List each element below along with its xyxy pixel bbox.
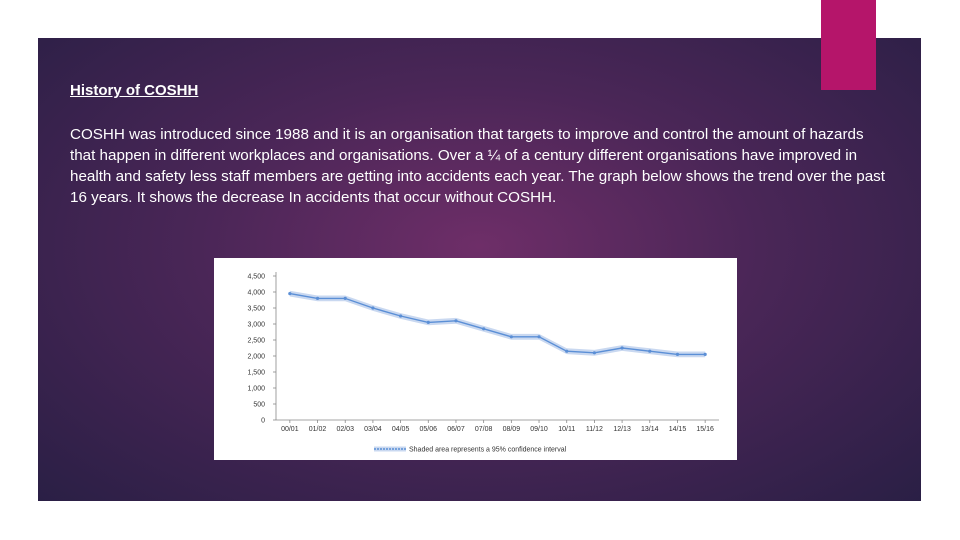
data-point <box>315 296 320 300</box>
x-tick-label: 12/13 <box>613 426 631 433</box>
x-tick-label: 05/06 <box>420 426 438 433</box>
y-tick-label: 500 <box>253 402 265 409</box>
x-tick-label: 00/01 <box>281 426 299 433</box>
x-tick-label: 03/04 <box>364 426 382 433</box>
data-point <box>565 349 569 353</box>
y-tick-label: 0 <box>261 418 265 425</box>
y-tick-label: 3,500 <box>247 306 265 313</box>
data-point <box>288 292 292 296</box>
data-point <box>426 320 430 324</box>
y-tick-label: 4,000 <box>247 290 265 297</box>
data-point <box>675 352 680 356</box>
data-point <box>620 346 624 350</box>
x-tick-label: 01/02 <box>309 426 327 433</box>
series-line <box>289 292 706 356</box>
x-tick-label: 06/07 <box>447 426 465 433</box>
data-point <box>509 335 513 339</box>
y-axis: 0 500 1,000 1,500 2,000 2,500 3,000 3,500 4,000 4… <box>247 272 277 425</box>
x-tick-label: 09/10 <box>530 426 548 433</box>
x-tick-label: 07/08 <box>475 426 493 433</box>
y-tick-label: 1,000 <box>247 386 265 393</box>
series-group <box>288 290 707 358</box>
x-tick-label: 02/03 <box>336 426 354 433</box>
accent-tab <box>821 0 876 90</box>
x-tick-label: 11/12 <box>586 426 603 433</box>
data-point <box>343 296 347 300</box>
chart-svg: 0 500 1,000 1,500 2,000 2,500 3,000 3,500 4,000 4… <box>247 272 719 454</box>
x-tick-label: 08/09 <box>503 426 521 433</box>
x-tick-label: 10/11 <box>558 426 575 433</box>
data-point <box>648 349 652 353</box>
data-point <box>482 327 486 331</box>
y-tick-label: 2,500 <box>247 338 265 345</box>
slide-paragraph: COSHH was introduced since 1988 and it i… <box>70 126 885 206</box>
x-tick-label: 15/16 <box>696 426 714 433</box>
x-tick-label: 04/05 <box>392 426 410 433</box>
y-tick-label: 4,500 <box>247 274 265 281</box>
data-point <box>592 351 597 355</box>
y-tick-label: 3,000 <box>247 322 265 329</box>
x-tick-label: 13/14 <box>641 426 659 433</box>
accident-trend-chart: 0 500 1,000 1,500 2,000 2,500 3,000 3,500 4,000 4… <box>214 258 737 460</box>
x-tick-label: 14/15 <box>669 426 687 433</box>
slide-heading: History of COSHH <box>70 82 199 99</box>
data-point <box>454 319 458 323</box>
confidence-band <box>289 290 706 358</box>
y-tick-label: 1,500 <box>247 370 265 377</box>
data-point <box>398 314 403 318</box>
data-point <box>703 352 707 356</box>
data-point <box>371 306 375 310</box>
legend-label: Shaded area represents a 95% confidence … <box>409 447 567 454</box>
data-point <box>537 335 541 339</box>
chart-legend: Shaded area represents a 95% confidence … <box>374 446 567 454</box>
y-tick-label: 2,000 <box>247 354 265 361</box>
x-axis: 00/01 01/02 02/03 03/04 04/05 05/06 06/07 07/08… <box>276 419 719 433</box>
